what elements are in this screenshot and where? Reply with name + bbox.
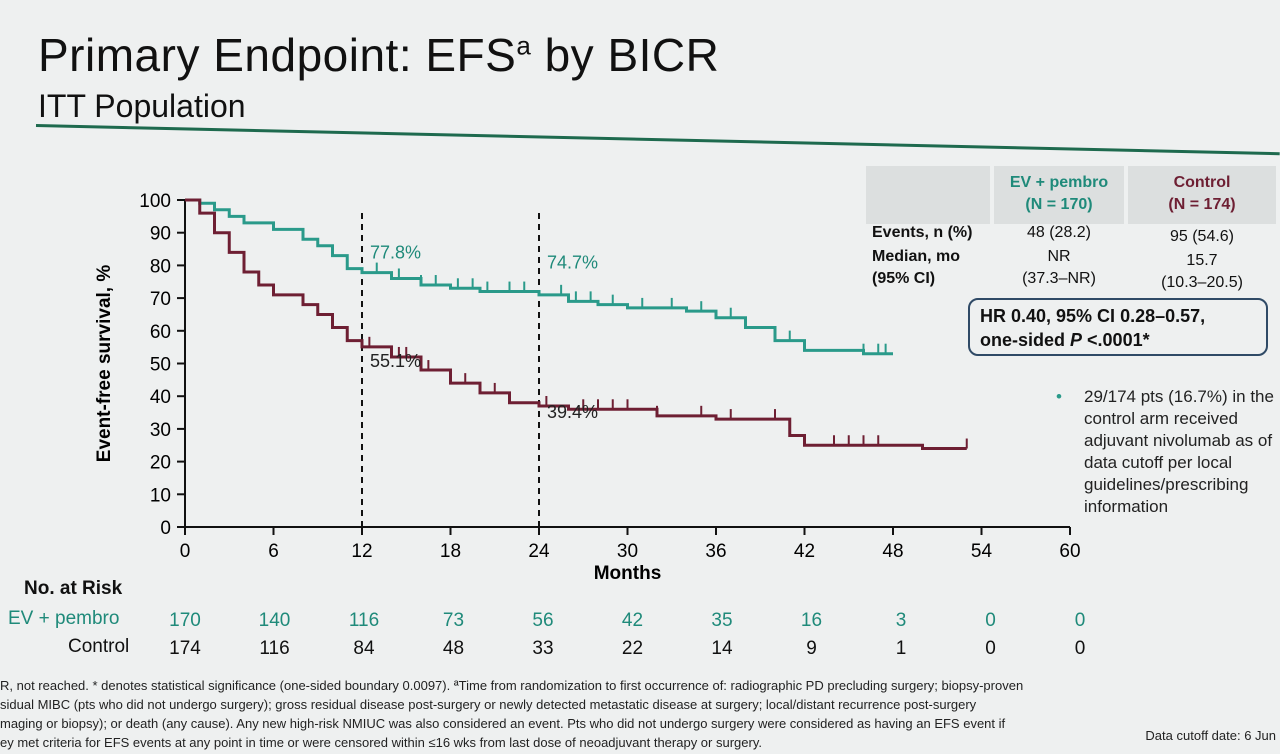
events-control: 95 (54.6): [1169, 228, 1235, 245]
slide-subtitle: ITT Population: [38, 88, 246, 124]
x-tick-label: 42: [794, 541, 815, 562]
y-tick-label: 60: [150, 322, 171, 343]
landmark-label: 77.8%: [370, 243, 421, 263]
x-tick-label: 12: [351, 541, 372, 562]
risk-value: 73: [442, 610, 465, 631]
hr-line-1: HR 0.40, 95% CI 0.28–0.57,: [980, 306, 1206, 326]
footnote: R, not reached. * denotes statistical si…: [0, 678, 1024, 750]
x-tick-label: 54: [971, 541, 993, 562]
risk-label-control: Control: [68, 636, 130, 657]
risk-value: 42: [621, 610, 644, 631]
row-label-events: Events, n (%): [872, 224, 973, 241]
y-tick-label: 0: [160, 518, 171, 539]
km-chart: 0 6 12 18 24 30 36 42 48 54 60 0 10 20 30 40 50 60 70 80 90 1…: [94, 191, 1081, 584]
x-tick-label: 24: [528, 541, 550, 562]
risk-value: 35: [711, 610, 733, 631]
slide-title: Primary Endpoint: EFSa by BICR: [38, 29, 720, 81]
risk-value: 174: [169, 638, 201, 659]
y-tick-label: 80: [150, 256, 171, 277]
table-header-ev: EV + pembro (N = 170): [994, 166, 1124, 224]
x-tick-label: 18: [440, 541, 461, 562]
median-ev: NR: [1047, 248, 1071, 265]
median-ci-control: (10.3–20.5): [1161, 274, 1243, 291]
risk-value: 48: [442, 638, 465, 659]
risk-value: 170: [169, 610, 201, 631]
km-curve-ev: [185, 198, 893, 356]
risk-value: 33: [532, 638, 554, 659]
y-tick-label: 10: [150, 485, 171, 506]
km-curve-control: [185, 198, 967, 451]
risk-value: 116: [259, 638, 290, 659]
y-axis-label: Event-free survival, %: [94, 265, 115, 463]
data-cutoff: Data cutoff date: 6 Jun: [1145, 728, 1276, 743]
x-tick-label: 0: [180, 541, 191, 562]
risk-value: 140: [258, 610, 291, 631]
x-tick-label: 48: [882, 541, 903, 562]
median-ci-ev: (37.3–NR): [1022, 270, 1096, 287]
y-tick-label: 70: [150, 289, 171, 310]
median-control: 15.7: [1186, 252, 1218, 269]
risk-value: 14: [711, 638, 733, 659]
y-tick-label: 50: [150, 355, 171, 376]
risk-label-ev: EV + pembro: [8, 608, 120, 629]
risk-value: 0: [1074, 638, 1086, 659]
x-tick-label: 30: [617, 541, 638, 562]
risk-table-title: No. at Risk: [24, 578, 123, 599]
events-ev: 48 (28.2): [1026, 224, 1092, 241]
risk-value: 9: [806, 638, 817, 659]
risk-value: 22: [621, 638, 644, 659]
risk-value: 16: [800, 610, 823, 631]
table-header-blank: [866, 166, 990, 224]
hr-line-2: one-sided P <.0001*: [980, 330, 1150, 350]
row-label-ci: (95% CI): [872, 270, 936, 287]
risk-value: 0: [985, 610, 996, 631]
landmark-label: 39.4%: [547, 402, 598, 422]
landmark-label: 55.1%: [370, 351, 421, 371]
risk-value: 84: [353, 638, 375, 659]
table-header-control: Control (N = 174): [1128, 166, 1276, 224]
y-tick-label: 40: [150, 387, 171, 408]
y-tick-label: 100: [139, 191, 171, 212]
y-tick-label: 20: [150, 453, 171, 474]
landmark-label: 74.7%: [547, 253, 598, 273]
risk-value: 0: [1074, 610, 1086, 631]
y-tick-label: 30: [150, 420, 171, 441]
x-tick-label: 36: [705, 541, 726, 562]
risk-value: 116: [348, 610, 380, 631]
y-tick-label: 90: [150, 224, 171, 245]
risk-value: 1: [895, 638, 907, 659]
hazard-ratio-box: HR 0.40, 95% CI 0.28–0.57, one-sided P <…: [968, 298, 1268, 356]
note-bullet: • 29/174 pts (16.7%) in the control arm r…: [1056, 387, 1274, 516]
row-label-median: Median, mo: [872, 248, 961, 265]
x-tick-label: 6: [268, 541, 279, 562]
risk-value: 3: [895, 610, 907, 631]
x-tick-label: 60: [1059, 541, 1080, 562]
risk-value: 56: [532, 610, 554, 631]
risk-value: 0: [985, 638, 996, 659]
x-axis-label: Months: [594, 563, 662, 584]
